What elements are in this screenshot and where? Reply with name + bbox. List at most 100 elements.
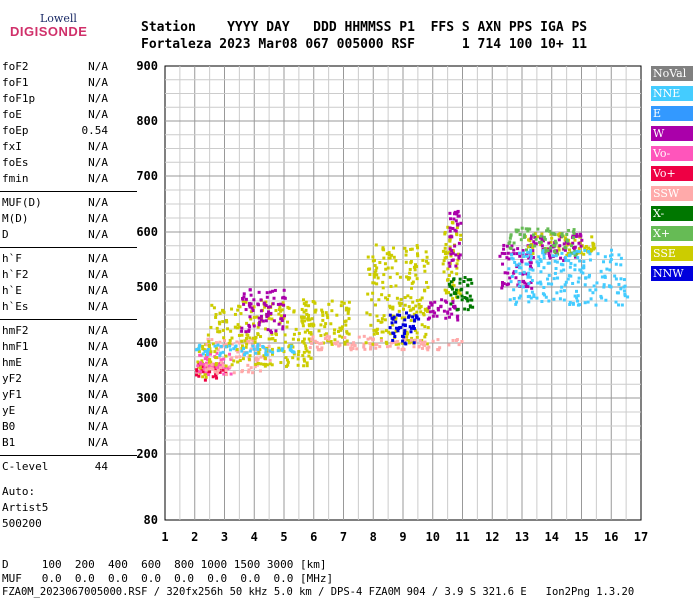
param-value-hme: N/A (88, 356, 108, 369)
data-point-nne (605, 267, 609, 271)
y-tick-label: 300 (136, 391, 158, 405)
data-point-w (436, 308, 440, 312)
data-point-w (558, 244, 562, 248)
data-point-sse (305, 349, 309, 353)
data-point-ssw (254, 356, 258, 360)
param-value-b0: N/A (88, 420, 108, 433)
data-point-sse (387, 330, 391, 334)
data-point-ssw (327, 337, 331, 341)
data-point-sse (304, 303, 308, 307)
data-point-nne (566, 277, 570, 281)
data-point-sse (422, 288, 426, 292)
y-tick-label: 200 (136, 447, 158, 461)
data-point-nnw (396, 329, 400, 333)
data-point-sse (221, 320, 225, 324)
data-point-w (244, 308, 248, 312)
data-point-w (248, 315, 252, 319)
data-point-ssw (368, 342, 372, 346)
data-point-nne (576, 256, 580, 260)
data-point-nne (571, 301, 575, 305)
data-point-sse (589, 249, 593, 253)
data-point-w (261, 319, 265, 323)
data-point-sse (225, 320, 229, 324)
x-tick-label: 6 (310, 530, 317, 544)
data-point-sse (550, 236, 554, 240)
data-point-sse (214, 315, 218, 319)
data-point-sse (371, 291, 375, 295)
data-point-nne (587, 275, 591, 279)
data-point-sse (375, 328, 379, 332)
data-point-sse (441, 249, 445, 253)
data-point-w (281, 327, 285, 331)
data-point-x (466, 284, 470, 288)
data-point-w (508, 276, 512, 280)
data-point-sse (408, 271, 412, 275)
data-point-sse (259, 362, 263, 366)
data-point-nne (508, 298, 512, 302)
data-point-sse (224, 364, 228, 368)
data-point-w (426, 317, 430, 321)
data-point-sse (423, 307, 427, 311)
data-point-sse (330, 299, 334, 303)
data-point-sse (238, 305, 242, 309)
data-point-nne (517, 284, 521, 288)
data-point-sse (393, 317, 397, 321)
data-point-sse (291, 337, 295, 341)
data-point-nne (569, 274, 573, 278)
data-point-w (257, 316, 261, 320)
data-point-nne (583, 283, 587, 287)
data-point-sse (217, 330, 221, 334)
data-point-ssw (256, 357, 260, 361)
data-point-x (469, 298, 473, 302)
data-point-sse (201, 375, 205, 379)
data-point-w (451, 299, 455, 303)
data-point-w (452, 217, 456, 221)
data-point-sse (376, 276, 380, 280)
data-point-sse (252, 315, 256, 319)
data-point-ssw (460, 340, 464, 344)
data-point-sse (414, 304, 418, 308)
data-point-sse (346, 311, 350, 315)
data-point-sse (408, 341, 412, 345)
data-point-ssw (320, 346, 324, 350)
param-value-ye: N/A (88, 404, 108, 417)
x-tick-label: 17 (634, 530, 648, 544)
data-point-w (451, 251, 455, 255)
data-point-sse (424, 332, 428, 336)
data-point-sse (330, 342, 334, 346)
data-point-nnw (394, 320, 398, 324)
data-point-w (527, 256, 531, 260)
data-point-vo (195, 373, 199, 377)
data-point-x (520, 226, 524, 230)
x-tick-label: 4 (251, 530, 258, 544)
data-point-w (531, 255, 535, 259)
data-point-nnw (403, 318, 407, 322)
data-point-w (559, 256, 563, 260)
data-point-nne (547, 299, 551, 303)
footer-distance-row: D 100 200 400 600 800 1000 1500 3000 [km… (2, 558, 327, 571)
data-point-sse (579, 251, 583, 255)
data-point-sse (284, 364, 288, 368)
data-point-x (573, 253, 577, 257)
data-point-sse (378, 261, 382, 265)
data-point-nne (206, 349, 210, 353)
data-point-sse (590, 235, 594, 239)
data-point-nne (519, 266, 523, 270)
data-point-nne (198, 343, 202, 347)
legend-item-x: X- (651, 206, 693, 221)
data-point-sse (228, 338, 232, 342)
data-point-sse (420, 323, 424, 327)
data-point-x (524, 248, 528, 252)
data-point-ssw (315, 345, 319, 349)
data-point-sse (306, 313, 310, 317)
data-point-w (242, 295, 246, 299)
data-point-sse (577, 247, 581, 251)
data-point-ssw (343, 336, 347, 340)
data-point-x (564, 246, 568, 250)
data-point-x (550, 231, 554, 235)
data-point-sse (372, 281, 376, 285)
data-point-nne (568, 265, 572, 269)
data-point-nne (559, 262, 563, 266)
x-tick-label: 5 (280, 530, 287, 544)
data-point-sse (415, 335, 419, 339)
